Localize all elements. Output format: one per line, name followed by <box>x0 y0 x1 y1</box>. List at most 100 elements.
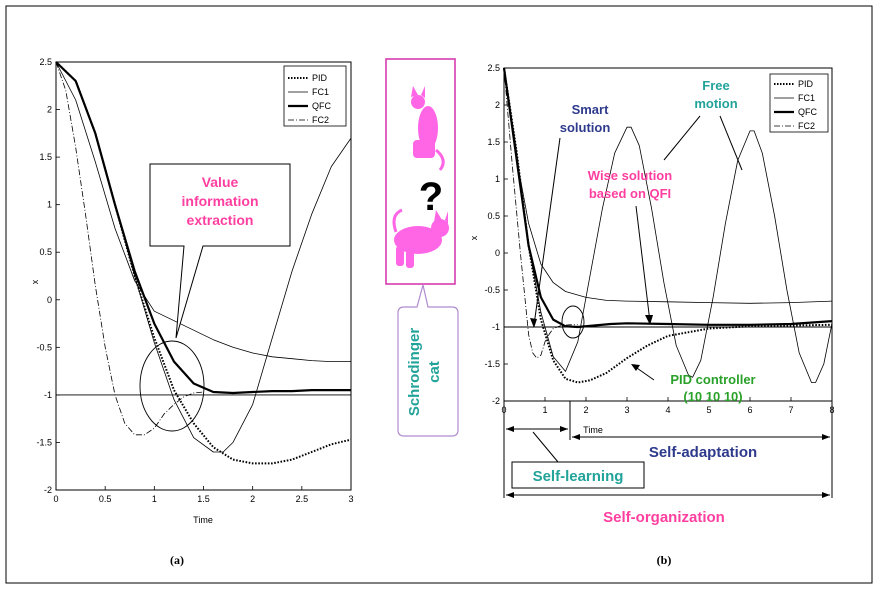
wise-solution-line-2: based on QFI <box>589 186 671 201</box>
panel-b-xtick-label: 1 <box>542 405 547 415</box>
value-extraction-line-1: Value <box>202 174 239 190</box>
panel-b: 0123456782.521.510.50-0.5-1-1.5-2 Time x… <box>469 63 835 567</box>
panel-a-ylabel: x <box>30 279 40 284</box>
panel-a-xtick-label: 1 <box>152 494 157 504</box>
panel-a-xtick-label: 3 <box>348 494 353 504</box>
panel-a-xlabel: Time <box>193 515 213 525</box>
panel-b-ytick-label: -0.5 <box>484 285 500 295</box>
panel-b-series-qfc <box>502 67 833 329</box>
smart-solution-line-2: solution <box>560 120 611 135</box>
self-organization-head-left <box>506 492 514 498</box>
wise-solution-arrow <box>635 205 651 323</box>
cat-bottom-icon <box>392 208 449 268</box>
panel-a-series-fc1 <box>55 61 351 363</box>
panel-a-ytick-label: -2 <box>44 485 52 495</box>
panel-a-ytick-label: 2 <box>47 105 52 115</box>
cat-top-icon <box>411 86 445 171</box>
panel-a-ytick-label: 1 <box>47 200 52 210</box>
panel-b-legend: PID FC1 QFC FC2 <box>769 73 829 133</box>
panel-b-ytick-label: -1.5 <box>484 359 500 369</box>
panel-a-lines <box>55 61 352 465</box>
cat-label-line-1: Schrodinger <box>406 328 423 417</box>
panel-a-ytick-label: -1 <box>44 390 52 400</box>
self-learning-label: Self-learning <box>533 468 624 485</box>
self-adaptation-head-left <box>572 434 580 440</box>
panel-a-ytick-label: -0.5 <box>36 342 52 352</box>
caption-b: (b) <box>657 553 672 567</box>
value-extraction-bubble <box>149 163 291 339</box>
panel-b-ytick-label: -1 <box>492 322 500 332</box>
free-motion-arrow-1 <box>663 115 701 161</box>
free-motion-line-1: Free <box>702 78 729 93</box>
panel-b-xtick-label: 6 <box>747 405 752 415</box>
panel-b-ylabel: x <box>469 235 479 240</box>
panel-a-legend-pid: PID <box>312 73 328 83</box>
panel-b-legend-pid: PID <box>798 79 814 89</box>
panel-b-ytick-label: 1 <box>495 174 500 184</box>
panel-b-xtick-label: 7 <box>788 405 793 415</box>
pid-controller-line-1: PID controller <box>670 372 755 387</box>
panel-a-ytick-label: 0.5 <box>39 247 52 257</box>
panel-a-xtick-label: 2 <box>250 494 255 504</box>
panel-a-ytick-label: 1.5 <box>39 152 52 162</box>
panel-a-ytick-label: -1.5 <box>36 437 52 447</box>
cat-label-bubble <box>397 284 459 437</box>
self-organization-head-right <box>822 492 830 498</box>
panel-b-ytick-label: 2.5 <box>487 63 500 73</box>
panel-a-legend-box <box>283 65 347 127</box>
value-extraction-line-2: information <box>182 193 259 209</box>
panel-b-ytick-label: -2 <box>492 396 500 406</box>
value-extraction-callout: Value information extraction <box>139 163 291 432</box>
self-learning-head-left <box>506 426 514 432</box>
panel-a-series-free-motion <box>55 61 352 453</box>
panel-a-series-fc2 <box>55 61 204 436</box>
pid-controller-line-2: (10 10 10) <box>683 389 742 404</box>
smart-solution-arrow <box>533 137 561 326</box>
self-adaptation-label: Self-adaptation <box>649 444 757 461</box>
panel-a-ticks: 0 0.5 1 1.5 2 2.5 3 2.5 2 1.5 1 0.5 0 -0.5 -1 -1.5 -2 <box>36 57 353 504</box>
panel-b-series-free-motion <box>503 67 833 383</box>
self-learning-head-right <box>560 426 568 432</box>
panel-b-ytick-label: 0.5 <box>487 211 500 221</box>
panel-b-series-fc1 <box>503 67 833 304</box>
schrodinger-cat: ? Schrodinger cat <box>385 58 459 437</box>
self-learning-box <box>511 461 645 489</box>
value-extraction-line-3: extraction <box>187 212 254 228</box>
panel-a-xtick-label: 2.5 <box>296 494 309 504</box>
panel-b-legend-fc2: FC2 <box>798 121 815 131</box>
panel-b-ticks: 0123456782.521.510.50-0.5-1-1.5-2 <box>484 63 834 415</box>
panel-b-xtick-label: 2 <box>583 405 588 415</box>
phase-arrows: Self-adaptation Self-learning Self-organ… <box>503 401 833 526</box>
panel-b-legend-fc1: FC1 <box>798 93 815 103</box>
self-adaptation-head-right <box>822 434 830 440</box>
cat-question-mark: ? <box>419 175 443 219</box>
self-learning-ellipse <box>561 305 585 339</box>
wise-solution-line-1: Wise solution <box>588 168 672 183</box>
panel-b-ytick-label: 0 <box>495 248 500 258</box>
caption-a: (a) <box>170 553 184 567</box>
panel-a-xtick-label: 0.5 <box>99 494 112 504</box>
smart-solution-arrowhead <box>530 318 537 328</box>
panel-b-ytick-label: 2 <box>495 100 500 110</box>
panel-a: 0 0.5 1 1.5 2 2.5 3 2.5 2 1.5 1 0.5 0 -0.5 -1 -1.5 -2 Ti… <box>30 57 354 567</box>
free-motion-line-2: motion <box>694 96 737 111</box>
value-extraction-ellipse <box>139 340 205 432</box>
panel-a-legend-fc2: FC2 <box>312 115 329 125</box>
panel-b-xlabel: Time <box>583 425 603 435</box>
panel-a-ytick-label: 2.5 <box>39 57 52 67</box>
panel-b-series-pid <box>503 67 833 384</box>
smart-solution-line-1: Smart <box>572 102 610 117</box>
self-organization-label: Self-organization <box>603 509 725 526</box>
panel-b-xtick-label: 3 <box>624 405 629 415</box>
wise-solution-arrowhead <box>645 315 653 325</box>
panel-a-legend-qfc: QFC <box>312 101 331 111</box>
free-motion-arrow-2 <box>719 115 743 171</box>
panel-b-ytick-label: 1.5 <box>487 137 500 147</box>
panel-a-xtick-label: 0 <box>53 494 58 504</box>
panel-a-legend: PID FC1 QFC FC2 <box>283 65 347 127</box>
panel-a-xtick-label: 1.5 <box>197 494 210 504</box>
panel-b-xtick-label: 4 <box>665 405 670 415</box>
panel-a-legend-fc1: FC1 <box>312 87 329 97</box>
figure-border <box>5 5 873 584</box>
